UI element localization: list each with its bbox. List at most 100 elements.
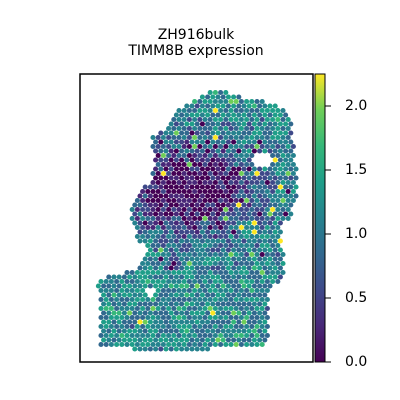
spot xyxy=(264,143,270,150)
spot xyxy=(267,148,273,154)
spot xyxy=(246,265,252,271)
spot xyxy=(262,256,268,262)
spot xyxy=(205,292,211,298)
spot xyxy=(153,337,159,343)
spot xyxy=(181,116,187,123)
spot xyxy=(233,260,239,267)
spot xyxy=(199,202,205,208)
spot xyxy=(254,332,260,339)
spot xyxy=(153,247,159,253)
spot xyxy=(212,296,218,303)
spot xyxy=(215,310,221,316)
spot xyxy=(173,202,179,208)
spot xyxy=(184,184,190,190)
spot xyxy=(199,247,205,253)
spot xyxy=(205,265,211,271)
spot xyxy=(129,341,135,348)
spot xyxy=(137,319,143,325)
spot xyxy=(189,166,195,172)
spot xyxy=(210,247,216,253)
spot xyxy=(181,170,187,177)
spot xyxy=(272,112,278,118)
spot xyxy=(285,188,291,195)
spot xyxy=(207,152,213,159)
spot xyxy=(251,121,257,127)
spot xyxy=(259,233,265,240)
spot xyxy=(267,238,273,244)
spot xyxy=(246,328,252,334)
spot xyxy=(251,319,257,325)
spot xyxy=(228,98,234,105)
chart-title: ZH916bulk xyxy=(157,27,235,43)
spot xyxy=(194,184,200,190)
spot xyxy=(238,269,244,276)
spot xyxy=(220,139,226,145)
spot xyxy=(249,116,255,123)
spot xyxy=(142,265,148,271)
spot xyxy=(168,265,174,271)
spot xyxy=(124,278,130,285)
spot xyxy=(223,296,229,303)
spot xyxy=(166,314,172,321)
spot xyxy=(184,166,190,172)
spot xyxy=(218,278,224,285)
spot xyxy=(277,157,283,163)
spot xyxy=(194,283,200,289)
spot xyxy=(251,211,257,217)
spot xyxy=(218,125,224,132)
spot xyxy=(153,193,159,199)
spot xyxy=(262,112,268,118)
spot xyxy=(223,116,229,123)
spot xyxy=(267,229,273,235)
spot xyxy=(150,314,156,321)
spot xyxy=(236,229,242,235)
spot xyxy=(254,98,260,105)
spot xyxy=(238,251,244,258)
spot xyxy=(186,269,192,276)
spot xyxy=(215,292,221,298)
spot xyxy=(212,125,218,132)
spot xyxy=(231,229,237,235)
spot xyxy=(179,265,185,271)
spot xyxy=(171,134,177,141)
spot xyxy=(210,283,216,289)
spot xyxy=(275,215,281,222)
spot xyxy=(186,341,192,348)
spot xyxy=(153,148,159,154)
spot xyxy=(171,314,177,321)
spot xyxy=(176,323,182,330)
spot xyxy=(160,197,166,204)
spot xyxy=(140,269,146,276)
spot xyxy=(129,206,135,213)
spot xyxy=(212,152,218,159)
spot xyxy=(142,319,148,325)
spot xyxy=(244,251,250,258)
spot xyxy=(155,251,161,258)
spot xyxy=(275,161,281,168)
spot xyxy=(283,139,289,145)
spot xyxy=(160,314,166,321)
spot xyxy=(199,166,205,172)
spot xyxy=(129,278,135,285)
spot xyxy=(251,103,257,109)
spot xyxy=(184,211,190,217)
spot xyxy=(111,337,117,343)
spot xyxy=(251,166,257,172)
spot xyxy=(259,134,265,141)
spot xyxy=(134,314,140,321)
spot xyxy=(249,251,255,258)
spot xyxy=(249,107,255,114)
spot xyxy=(231,265,237,271)
spot xyxy=(202,260,208,267)
spot xyxy=(218,143,224,150)
spot xyxy=(288,130,294,136)
spot xyxy=(205,184,211,190)
spot xyxy=(228,206,234,213)
spot xyxy=(215,103,221,109)
spot xyxy=(251,283,257,289)
spot xyxy=(171,215,177,222)
spot xyxy=(194,247,200,253)
spot xyxy=(262,238,268,244)
spot xyxy=(262,166,268,172)
spot xyxy=(171,179,177,186)
